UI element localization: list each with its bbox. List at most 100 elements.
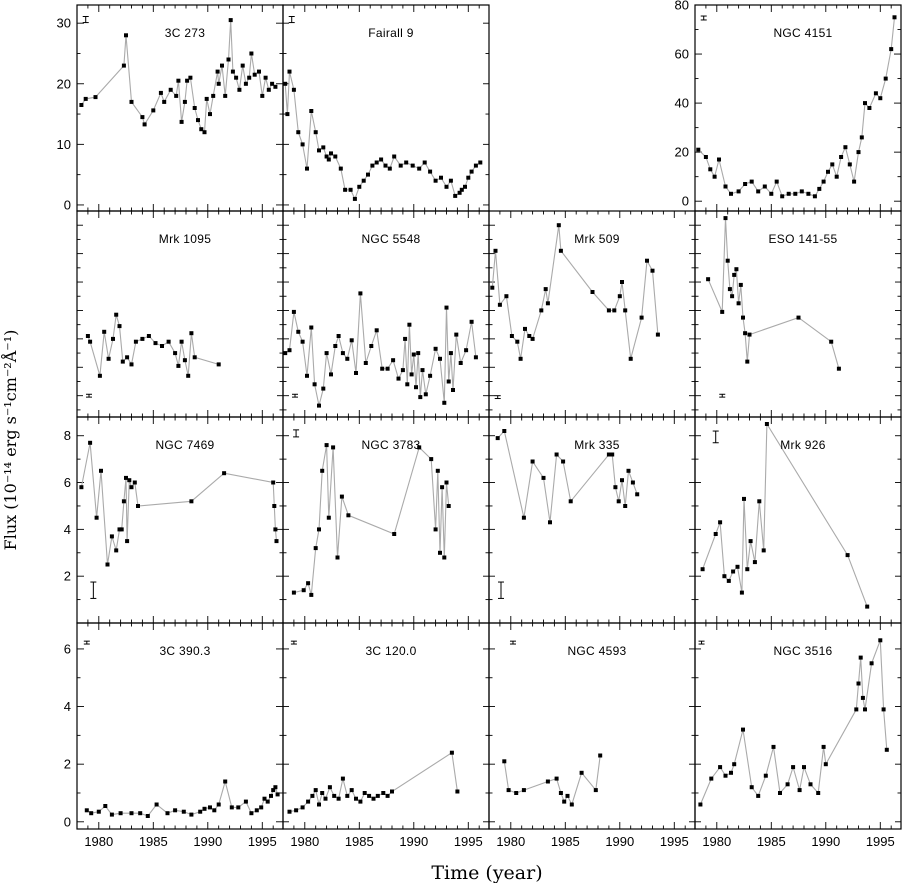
- data-point: [703, 155, 708, 159]
- data-point: [863, 707, 867, 712]
- data-point: [769, 191, 774, 196]
- data-point: [459, 187, 464, 192]
- data-point: [358, 799, 363, 804]
- data-point: [463, 184, 467, 189]
- data-point: [457, 190, 462, 195]
- data-point: [473, 163, 478, 168]
- data-point: [741, 727, 745, 732]
- error-bar: [509, 640, 516, 645]
- data-point: [252, 72, 257, 77]
- data-point: [309, 325, 314, 330]
- data-point: [821, 179, 826, 184]
- data-point: [117, 324, 122, 329]
- data-point: [863, 101, 867, 106]
- data-point: [321, 386, 326, 391]
- data-point: [860, 695, 865, 700]
- data-point: [545, 301, 550, 306]
- data-point: [204, 96, 209, 101]
- data-point: [374, 160, 379, 165]
- data-point: [785, 782, 790, 787]
- data-point: [226, 57, 231, 62]
- data-point: [497, 302, 502, 307]
- y-tick-label: 10: [57, 137, 71, 152]
- error-bar: [497, 581, 504, 599]
- data-point: [747, 332, 752, 337]
- data-point: [723, 773, 728, 778]
- data-point: [103, 804, 108, 808]
- data-point: [808, 782, 813, 787]
- data-point: [300, 805, 305, 810]
- data-point: [223, 779, 228, 784]
- data-point: [202, 806, 207, 811]
- data-point: [216, 81, 221, 86]
- data-point: [854, 707, 859, 712]
- data-point: [630, 480, 635, 485]
- data-point: [518, 356, 523, 361]
- data-point: [287, 809, 292, 814]
- error-bar: [290, 640, 297, 645]
- data-point: [262, 796, 267, 801]
- data-point: [93, 95, 98, 100]
- data-point: [340, 776, 345, 781]
- data-point: [521, 515, 526, 520]
- data-point: [257, 69, 261, 74]
- x-tick-label: 1990: [605, 834, 634, 849]
- x-tick-label: 1995: [866, 834, 895, 849]
- data-point: [136, 504, 140, 508]
- data-point: [771, 744, 776, 749]
- error-bar: [291, 393, 298, 398]
- data-point: [852, 179, 857, 184]
- panel-title: Fairall 9: [368, 26, 413, 40]
- data-point: [192, 355, 197, 360]
- data-point: [732, 272, 737, 277]
- y-tick-label: 4: [64, 699, 71, 714]
- data-point: [764, 422, 769, 426]
- panel-title: 3C 120.0: [365, 644, 416, 658]
- data-point: [469, 319, 474, 324]
- data-point: [400, 368, 405, 373]
- data-point: [361, 178, 366, 183]
- y-tick-label: 0: [682, 194, 689, 209]
- y-tick-label: 80: [675, 0, 689, 13]
- data-point: [791, 765, 796, 770]
- data-point: [802, 765, 806, 770]
- data-point: [153, 341, 158, 346]
- data-point: [545, 779, 550, 784]
- data-point: [79, 103, 84, 107]
- data-point: [236, 805, 241, 810]
- data-point: [748, 539, 753, 544]
- data-point: [142, 122, 147, 127]
- x-axis-label: Time (year): [431, 862, 542, 883]
- data-point: [752, 560, 757, 565]
- data-point: [530, 459, 535, 464]
- data-point: [756, 189, 761, 194]
- data-point: [778, 791, 782, 795]
- data-point: [181, 809, 186, 814]
- data-point: [786, 191, 791, 196]
- data-point: [454, 332, 459, 337]
- data-point: [856, 681, 861, 686]
- data-point: [722, 574, 727, 579]
- data-point: [247, 75, 252, 80]
- data-point: [266, 87, 271, 92]
- data-point: [442, 400, 447, 405]
- data-point: [812, 194, 817, 199]
- data-point: [165, 811, 170, 816]
- error-bar: [700, 15, 707, 21]
- data-point: [287, 348, 292, 353]
- data-point: [354, 796, 358, 801]
- data-point: [403, 336, 408, 341]
- data-point: [407, 322, 412, 327]
- data-point: [121, 499, 126, 504]
- data-point: [726, 578, 731, 583]
- data-point: [539, 308, 544, 313]
- data-point: [449, 750, 454, 755]
- panel-title: Mrk 509: [574, 232, 619, 246]
- data-point: [645, 258, 649, 263]
- panel-title: 3C 273: [165, 26, 206, 40]
- error-bar: [82, 16, 89, 24]
- data-point: [734, 267, 739, 272]
- data-point: [569, 802, 574, 807]
- data-point: [240, 63, 245, 68]
- data-point: [259, 805, 264, 810]
